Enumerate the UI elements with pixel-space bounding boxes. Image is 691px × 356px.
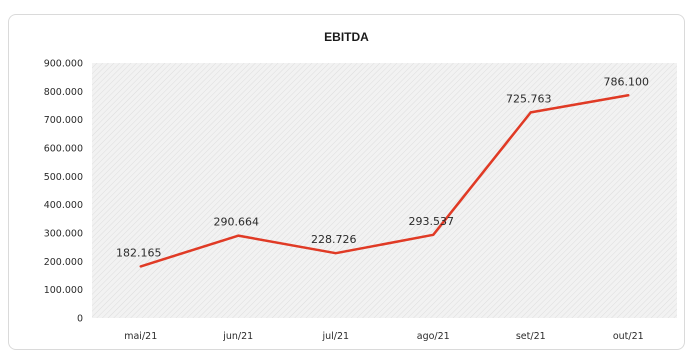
y-tick-label: 100.000 bbox=[44, 285, 83, 296]
chart-title: EBITDA bbox=[324, 30, 369, 44]
x-tick-label: jun/21 bbox=[222, 331, 253, 342]
y-tick-label: 600.000 bbox=[44, 144, 83, 155]
x-tick-label: mai/21 bbox=[124, 331, 157, 342]
y-tick-label: 0 bbox=[77, 314, 83, 325]
chart-card: EBITDA 0 100.000 200.000 300.000 400.000 500.… bbox=[8, 14, 685, 350]
plot-area-pattern bbox=[92, 63, 677, 318]
y-tick-label: 200.000 bbox=[44, 257, 83, 268]
x-tick-label: ago/21 bbox=[417, 331, 450, 342]
data-label: 290.664 bbox=[214, 216, 260, 229]
x-tick-label: out/21 bbox=[613, 331, 644, 342]
data-label: 725.763 bbox=[506, 92, 552, 105]
x-axis: mai/21 jun/21 jul/21 ago/21 set/21 out/21 bbox=[124, 331, 643, 342]
y-tick-label: 800.000 bbox=[44, 87, 83, 98]
line-chart: 0 100.000 200.000 300.000 400.000 500.000 600.… bbox=[44, 59, 677, 342]
y-tick-label: 500.000 bbox=[44, 172, 83, 183]
data-label: 293.537 bbox=[409, 215, 455, 228]
data-label: 228.726 bbox=[311, 233, 357, 246]
x-tick-label: jul/21 bbox=[321, 331, 349, 342]
data-labels: 182.165 290.664 228.726 293.537 725.763 786.1… bbox=[116, 75, 649, 259]
y-axis: 0 100.000 200.000 300.000 400.000 500.000 600.… bbox=[44, 59, 83, 325]
y-tick-label: 300.000 bbox=[44, 229, 83, 240]
y-tick-label: 900.000 bbox=[44, 59, 83, 70]
data-label: 182.165 bbox=[116, 246, 162, 259]
y-tick-label: 700.000 bbox=[44, 115, 83, 126]
data-label: 786.100 bbox=[604, 75, 650, 88]
y-tick-label: 400.000 bbox=[44, 200, 83, 211]
x-tick-label: set/21 bbox=[516, 331, 546, 342]
ebitda-series-line bbox=[139, 94, 630, 268]
